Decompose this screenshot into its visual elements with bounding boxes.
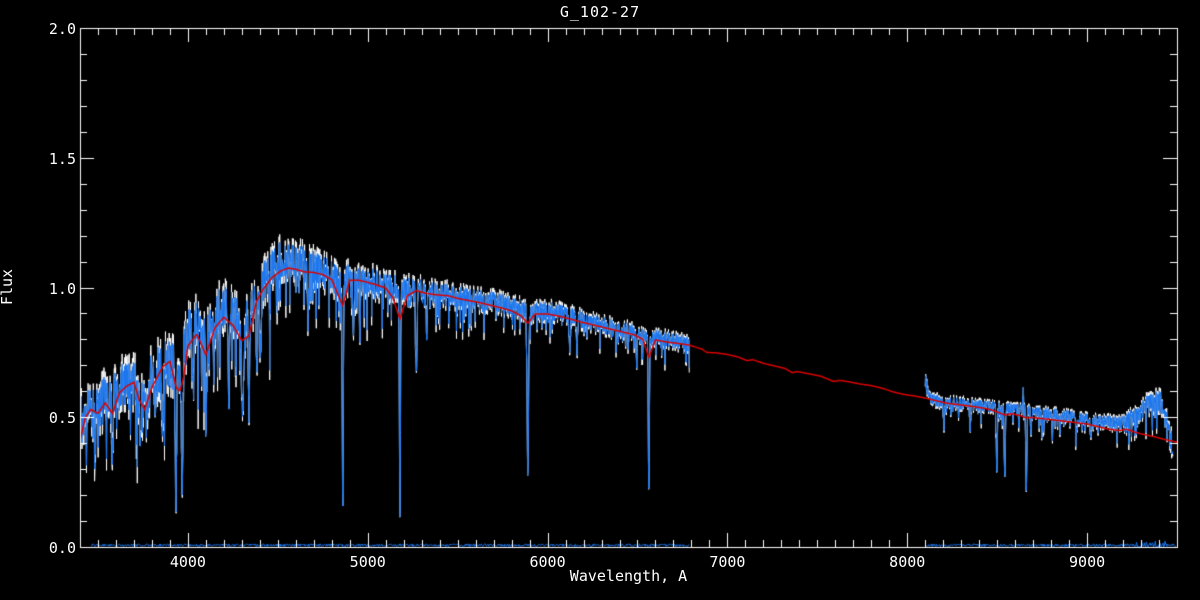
x-tick-label: 6000 (529, 553, 566, 571)
y-tick-label: 1.0 (48, 279, 76, 298)
chart-title: G_102-27 (559, 3, 641, 21)
y-tick-label: 0.5 (48, 409, 76, 428)
y-tick-label: 2.0 (48, 20, 76, 38)
y-tick-label: 1.5 (48, 149, 76, 168)
x-axis-title: Wavelength, A (569, 567, 688, 585)
x-tick-label: 5000 (349, 553, 386, 571)
x-tick-label: 9000 (1069, 553, 1106, 571)
x-tick-label: 7000 (709, 553, 746, 571)
x-tick-label: 8000 (889, 553, 926, 571)
x-tick-labels: 4000 5000 6000 7000 8000 9000 (0, 553, 1200, 571)
x-tick-label: 4000 (169, 553, 206, 571)
y-tick-labels: 0.0 0.5 1.0 1.5 2.0 (0, 0, 76, 600)
y-tick-label: 0.0 (48, 539, 76, 557)
